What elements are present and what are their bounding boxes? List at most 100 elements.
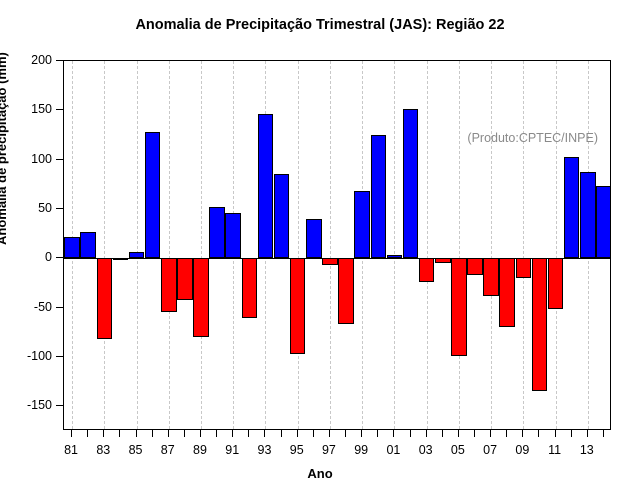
- gridline: [394, 61, 396, 429]
- bar: [112, 258, 129, 261]
- x-tick-mark: [232, 430, 234, 437]
- x-tick-label: 05: [450, 443, 465, 457]
- x-tick-label: 91: [225, 443, 240, 457]
- x-tick-label: 85: [128, 443, 143, 457]
- x-tick-mark: [328, 430, 330, 437]
- x-tick-mark: [602, 430, 604, 437]
- gridline: [426, 61, 428, 429]
- bar: [467, 258, 483, 276]
- bar: [435, 258, 451, 264]
- x-tick-mark: [361, 430, 363, 437]
- bar: [306, 218, 322, 259]
- gridline: [168, 61, 170, 429]
- plot-area: (Produto:CPTEC/INPE): [63, 60, 611, 430]
- bar: [80, 231, 96, 259]
- x-tick-mark: [71, 430, 73, 437]
- bar: [418, 258, 435, 282]
- y-tick-mark: [56, 257, 63, 259]
- x-tick-label: 87: [160, 443, 175, 457]
- gridline: [104, 61, 106, 429]
- x-tick-label: 13: [579, 443, 594, 457]
- y-tick-mark: [56, 306, 63, 308]
- x-tick-mark: [280, 430, 282, 437]
- y-tick-mark: [56, 405, 63, 407]
- x-tick-mark: [586, 430, 588, 437]
- x-tick-mark: [151, 430, 153, 437]
- bar: [515, 258, 532, 279]
- bar: [193, 258, 209, 338]
- x-tick-mark: [490, 430, 492, 437]
- x-tick-label: 81: [64, 443, 78, 457]
- bar: [128, 252, 145, 259]
- gridline: [523, 61, 525, 429]
- y-tick-mark: [56, 356, 63, 357]
- x-tick-mark: [570, 430, 572, 437]
- bar: [225, 212, 241, 259]
- x-tick-mark: [506, 430, 508, 437]
- gridline: [329, 61, 331, 429]
- bar: [370, 135, 387, 259]
- x-tick-mark: [312, 430, 314, 437]
- x-tick-mark: [103, 430, 105, 437]
- page-title: Anomalia de Precipitação Trimestral (JAS…: [135, 17, 505, 33]
- gridline: [555, 61, 557, 429]
- x-tick-mark: [377, 430, 379, 437]
- bar: [289, 258, 306, 355]
- source-annotation: (Produto:CPTEC/INPE): [467, 131, 598, 145]
- bar: [547, 258, 564, 309]
- bar: [96, 258, 113, 340]
- bar: [338, 258, 354, 325]
- y-tick-label: -150: [26, 398, 52, 413]
- y-tick-label: -100: [26, 349, 52, 363]
- bar: [322, 258, 338, 266]
- bar: [531, 258, 548, 391]
- bar: [483, 258, 499, 296]
- gridline: [297, 61, 299, 429]
- x-tick-mark: [135, 430, 137, 437]
- x-tick-label: 03: [418, 443, 433, 457]
- x-tick-label: 11: [548, 443, 562, 457]
- bar: [499, 258, 515, 328]
- bar: [580, 172, 596, 259]
- y-tick-label: -50: [33, 299, 52, 314]
- y-tick-label: 150: [31, 102, 52, 117]
- y-axis-title: Anomalia de precipitação (mm): [0, 52, 9, 245]
- bar: [354, 191, 370, 259]
- x-tick-mark: [409, 430, 411, 437]
- x-tick-mark: [296, 430, 298, 437]
- x-tick-label: 01: [386, 443, 401, 457]
- x-tick-label: 93: [257, 443, 272, 457]
- x-tick-mark: [393, 430, 395, 437]
- x-tick-mark: [216, 430, 218, 437]
- bar: [64, 236, 80, 259]
- bar: [161, 258, 177, 312]
- x-tick-label: 09: [515, 443, 530, 457]
- bar: [596, 186, 610, 259]
- x-tick-mark: [200, 430, 201, 437]
- bar: [144, 132, 161, 259]
- x-tick-mark: [345, 430, 347, 437]
- x-tick-label: 89: [193, 443, 207, 457]
- bar: [451, 258, 467, 356]
- x-tick-mark: [119, 430, 121, 437]
- gridline: [491, 61, 493, 429]
- x-tick-label: 99: [354, 443, 369, 457]
- bar: [402, 109, 419, 259]
- x-tick-label: 95: [289, 443, 304, 457]
- plot-inner: [64, 61, 610, 429]
- y-tick-mark: [56, 158, 63, 160]
- gridline: [458, 61, 460, 429]
- y-tick-label: 0: [45, 250, 52, 265]
- x-tick-label: 97: [321, 443, 336, 457]
- x-tick-mark: [264, 430, 266, 437]
- bar: [209, 207, 225, 259]
- bar: [273, 174, 290, 259]
- x-tick-mark: [474, 430, 475, 437]
- x-tick-mark: [522, 430, 524, 437]
- bar: [386, 255, 403, 259]
- bar: [563, 156, 580, 259]
- x-tick-mark: [183, 430, 185, 437]
- bar: [177, 258, 193, 300]
- x-tick-mark: [425, 430, 427, 437]
